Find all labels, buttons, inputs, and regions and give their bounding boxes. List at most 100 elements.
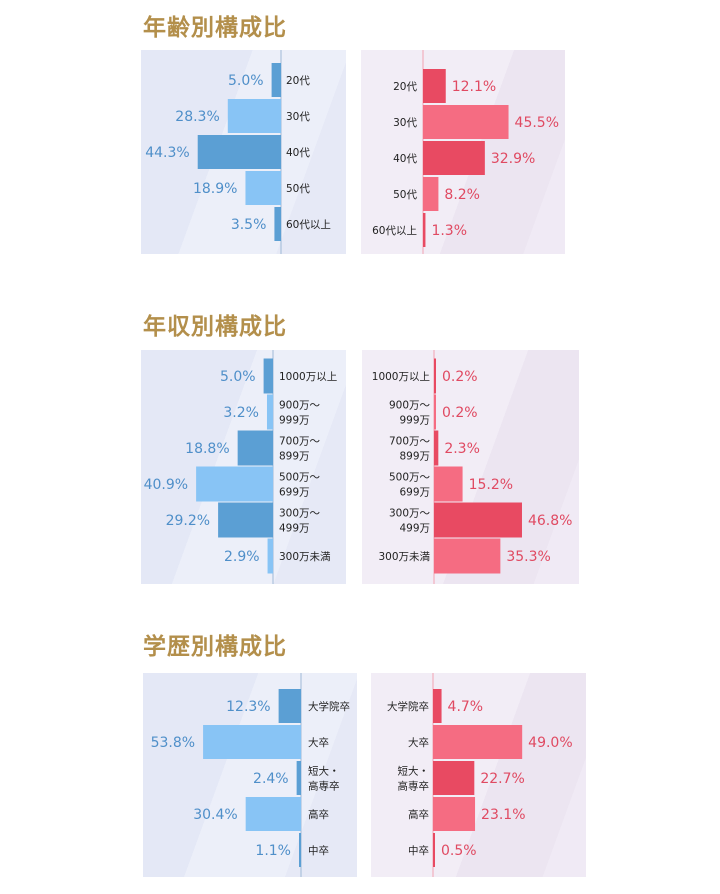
income-female-category-label-5-line-1: 300万〜 xyxy=(389,508,431,520)
income-female-category-label-5-line-2: 499万 xyxy=(399,523,430,535)
income-male-bar-2 xyxy=(266,394,273,430)
education-female-chart: 4.7% 大学院卒 49.0% 大卒 22.7% 短大・高専卒 23.1% 高卒 0.5% 中卒 xyxy=(387,673,573,877)
age-female-bar-2 xyxy=(423,105,509,139)
age-female-value-label-1: 12.1% xyxy=(452,79,496,95)
age-male-value-label-5: 3.5% xyxy=(231,217,267,233)
income-male-category-label-3-line-2: 899万 xyxy=(279,451,310,463)
income-female-bar-4 xyxy=(434,466,463,502)
income-female-value-label-1: 0.2% xyxy=(442,369,478,385)
age-male-bar-4 xyxy=(245,171,281,205)
education-male-category-label-4: 高卒 xyxy=(308,808,329,821)
income-male-category-label-4-line-1: 500万〜 xyxy=(279,472,321,484)
education-male-bar-4 xyxy=(245,797,301,831)
age-female-value-label-3: 32.9% xyxy=(491,151,535,167)
income-male-category-label-5-line-1: 300万〜 xyxy=(279,508,321,520)
income-female-category-label-6: 300万未満 xyxy=(378,551,430,563)
education-female-value-label-1: 4.7% xyxy=(448,699,484,715)
income-male-value-label-3: 18.8% xyxy=(185,441,229,457)
age-male-chart: 5.0% 20代 28.3% 30代 44.3% 40代 18.9% 50代 3.5% 60代以上 xyxy=(145,50,331,254)
income-female-category-label-4-line-2: 699万 xyxy=(399,487,430,499)
age-female-chart-panel: 12.1% 20代 45.5% 30代 32.9% 40代 8.2% 50代 1.3% 60代以上 xyxy=(361,50,565,254)
income-female-chart: 0.2% 1000万以上 0.2% 900万〜 999万 2.3% 700万〜 899万 15.… xyxy=(372,350,572,584)
age-male-bar-5 xyxy=(274,207,281,241)
education-male-chart-panel: 12.3% 大学院卒 53.8% 大卒 2.4% 短大・高専卒 30.4% 高卒 1.1% 中卒 xyxy=(143,673,357,877)
education-female-category-label-3-line-1: 短大・ xyxy=(398,765,430,778)
income-female-category-label-2-line-1: 900万〜 xyxy=(389,400,431,412)
income-male-category-label-1: 1000万以上 xyxy=(279,371,337,383)
education-female-bar-2 xyxy=(433,725,523,759)
age-female-chart: 12.1% 20代 45.5% 30代 32.9% 40代 8.2% 50代 1.3% 60代以上 xyxy=(372,50,559,254)
income-female-value-label-5: 46.8% xyxy=(528,513,572,529)
age-female-bar-5 xyxy=(423,213,426,247)
income-male-chart-panel: 5.0% 1000万以上 3.2% 900万〜 999万 18.8% 700万〜 899万 40… xyxy=(141,350,346,584)
income-male-value-label-4: 40.9% xyxy=(144,477,188,493)
income-female-category-label-4-line-1: 500万〜 xyxy=(389,472,431,484)
education-female-bar-5 xyxy=(433,833,435,867)
education-male-category-label-2: 大卒 xyxy=(308,736,329,749)
age-male-chart-panel: 5.0% 20代 28.3% 30代 44.3% 40代 18.9% 50代 3.5% 60代以上 xyxy=(141,50,346,254)
income-male-bar-4 xyxy=(196,466,273,502)
income-male-category-label-2-line-1: 900万〜 xyxy=(279,400,321,412)
income-female-category-label-3-line-1: 700万〜 xyxy=(389,436,431,448)
income-female-bar-5 xyxy=(434,502,522,538)
education-female-chart-panel: 4.7% 大学院卒 49.0% 大卒 22.7% 短大・ 高専卒 23.1% 高卒 0.5% 中卒 xyxy=(371,673,586,877)
income-male-category-label-6: 300万未満 xyxy=(279,551,331,563)
age-female-bar-4 xyxy=(423,177,439,211)
age-male-bar-3 xyxy=(197,135,281,169)
income-female-category-label-2-line-2: 999万 xyxy=(399,415,430,427)
age-female-category-label-4: 50代 xyxy=(393,189,417,201)
education-male-value-label-5: 1.1% xyxy=(255,843,291,859)
income-male-bar-3 xyxy=(237,430,273,466)
education-male-bar-1 xyxy=(278,689,301,723)
income-male-category-label-2-line-2: 999万 xyxy=(279,415,310,427)
education-female-category-label-4: 高卒 xyxy=(408,808,429,821)
income-male-bar-5 xyxy=(218,502,273,538)
income-female-value-label-3: 2.3% xyxy=(444,441,480,457)
age-male-category-label-4: 50代 xyxy=(286,183,310,195)
education-male-value-label-3: 2.4% xyxy=(253,771,289,787)
age-male-category-label-2: 30代 xyxy=(286,111,310,123)
education-female-category-label-2: 大卒 xyxy=(408,736,429,749)
age-male-category-label-1: 20代 xyxy=(286,75,310,87)
age-female-bar-1 xyxy=(423,69,446,103)
income-male-category-label-4-line-2: 699万 xyxy=(279,487,310,499)
age-male-value-label-1: 5.0% xyxy=(228,73,264,89)
age-male-category-label-5: 60代以上 xyxy=(286,219,331,231)
income-female-value-label-6: 35.3% xyxy=(506,549,550,565)
income-male-value-label-5: 29.2% xyxy=(166,513,210,529)
education-male-chart: 12.3% 大学院卒 53.8% 大卒 2.4% 短大・高専卒 30.4% 高卒 1.1% 中卒 xyxy=(151,673,350,877)
age-female-category-label-5: 60代以上 xyxy=(372,225,417,237)
education-male-category-label-3-line-2: 高専卒 xyxy=(308,780,340,793)
education-female-category-label-3-line-2: 高専卒 xyxy=(398,780,430,793)
income-female-bar-2 xyxy=(434,394,436,430)
education-female-value-label-2: 49.0% xyxy=(528,735,572,751)
income-female-bar-3 xyxy=(434,430,439,466)
education-male-bar-2 xyxy=(203,725,301,759)
education-male-category-label-3-line-1: 短大・ xyxy=(308,765,340,778)
education-male-value-label-4: 30.4% xyxy=(193,807,237,823)
education-male-category-label-5: 中卒 xyxy=(308,844,329,857)
education-male-value-label-2: 53.8% xyxy=(151,735,195,751)
income-male-value-label-6: 2.9% xyxy=(224,549,260,565)
income-male-value-label-1: 5.0% xyxy=(220,369,256,385)
education-male-bar-5 xyxy=(298,833,301,867)
age-male-bar-2 xyxy=(227,99,281,133)
education-female-category-label-1: 大学院卒 xyxy=(387,700,429,713)
section-title-age: 年齢別構成比 xyxy=(143,15,287,41)
income-male-value-label-2: 3.2% xyxy=(223,405,259,421)
education-male-bar-3 xyxy=(296,761,301,795)
education-female-bar-1 xyxy=(433,689,442,723)
education-male-category-label-1: 大学院卒 xyxy=(308,700,350,713)
section-title-education: 学歴別構成比 xyxy=(143,634,287,660)
education-female-value-label-5: 0.5% xyxy=(441,843,477,859)
education-female-category-label-5: 中卒 xyxy=(408,844,429,857)
education-female-value-label-3: 22.7% xyxy=(480,771,524,787)
age-female-value-label-5: 1.3% xyxy=(431,223,467,239)
age-female-category-label-2: 30代 xyxy=(393,117,417,129)
education-male-value-label-1: 12.3% xyxy=(226,699,270,715)
income-female-value-label-2: 0.2% xyxy=(442,405,478,421)
age-female-value-label-4: 8.2% xyxy=(444,187,480,203)
section-title-income: 年収別構成比 xyxy=(143,314,287,340)
income-female-category-label-1: 1000万以上 xyxy=(372,371,430,383)
income-female-category-label-3-line-2: 899万 xyxy=(399,451,430,463)
